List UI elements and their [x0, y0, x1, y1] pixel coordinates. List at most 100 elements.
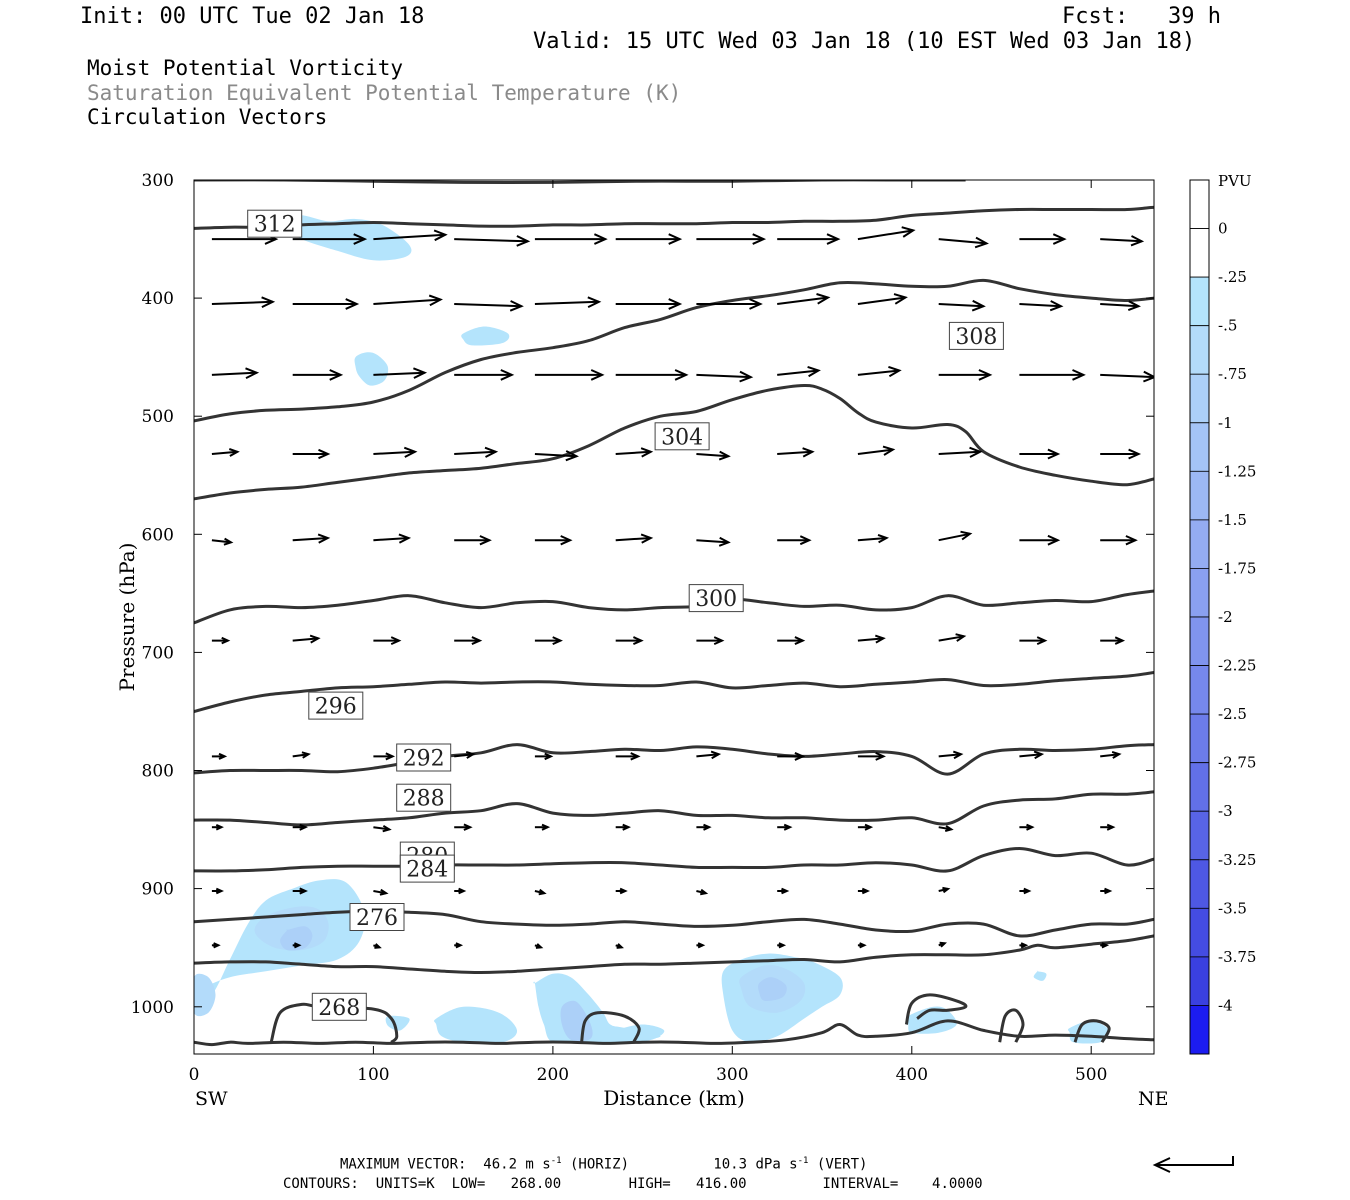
- vector-shaft: [292, 537, 328, 542]
- vector-shaft: [857, 537, 887, 542]
- vector-head: [379, 888, 389, 896]
- vector-head: [718, 536, 731, 547]
- y-tick-label: 1000: [131, 998, 174, 1018]
- colorbar-tick-label: -3.75: [1218, 948, 1256, 966]
- vector-head: [749, 298, 763, 310]
- vector-head: [245, 367, 260, 379]
- vector-head: [960, 530, 973, 541]
- colorbar-swatch: [1189, 859, 1210, 909]
- vector-shaft: [615, 450, 651, 455]
- contour-label-box: [396, 783, 452, 812]
- vector-shaft: [696, 373, 751, 379]
- vector-head: [455, 942, 464, 949]
- vector-shaft: [454, 450, 496, 455]
- contour-line-312: [194, 205, 1154, 230]
- vector-head: [1128, 448, 1142, 460]
- vector-head: [619, 887, 628, 895]
- vector-shaft: [454, 303, 522, 308]
- reference-vector-icon: [1152, 1156, 1234, 1173]
- vector-head: [433, 229, 448, 242]
- vector-head: [888, 365, 902, 378]
- vector-head: [317, 533, 331, 544]
- title-theta-es: Saturation Equivalent Potential Temperat…: [87, 81, 682, 105]
- vector-head: [309, 634, 321, 644]
- vector-head: [560, 535, 573, 546]
- vector-head: [471, 636, 483, 646]
- vector-head: [587, 296, 602, 308]
- vector-shaft: [373, 537, 409, 542]
- vector-head: [1072, 369, 1086, 381]
- vector-shaft: [292, 637, 319, 642]
- vector-shaft: [938, 753, 962, 758]
- contour-label-box: [311, 992, 367, 1021]
- circulation-vectors: [211, 226, 1154, 949]
- colorbar-tick-label: -.5: [1218, 317, 1237, 335]
- contour-line-288: [194, 790, 1154, 827]
- vector-shaft: [777, 450, 813, 455]
- vector-head: [630, 752, 641, 761]
- vector-shaft: [534, 300, 599, 305]
- vector-head: [875, 751, 886, 761]
- plot-frame: [193, 179, 1155, 1055]
- vector-head: [703, 823, 712, 831]
- colorbar-swatch: [1189, 373, 1210, 424]
- vector-head: [398, 533, 412, 544]
- vector-shaft: [373, 371, 425, 376]
- colorbar-swatch: [1189, 762, 1210, 812]
- vector-head: [971, 299, 986, 312]
- vector-head: [1127, 300, 1141, 312]
- title-mpv: Moist Potential Vorticity: [87, 56, 404, 80]
- mpv-region: [280, 926, 313, 951]
- contour-labels: 268276280284288292296300304308312: [247, 209, 1004, 1021]
- colorbar-swatch: [1189, 519, 1210, 569]
- vector-head: [1047, 534, 1061, 546]
- vector-head: [978, 369, 993, 381]
- colorbar-swatch: [1189, 956, 1210, 1006]
- vector-shaft: [373, 298, 441, 305]
- contour-info: CONTOURS: UNITS=K LOW= 268.00 HIGH= 416.…: [283, 1176, 983, 1192]
- x-tick-label: 500: [1075, 1065, 1107, 1085]
- y-tick-label: 800: [142, 762, 174, 782]
- vector-shaft: [938, 450, 981, 455]
- vector-head: [1047, 448, 1061, 460]
- vector-shaft: [373, 450, 416, 455]
- y-tick-label: 600: [142, 525, 174, 545]
- vector-shaft: [373, 826, 390, 831]
- colorbar-tick-label: -.75: [1218, 365, 1247, 383]
- colorbar-tick-label: 0: [1218, 220, 1228, 238]
- vector-shaft: [454, 753, 474, 758]
- vector-head: [413, 367, 428, 379]
- vector-head: [428, 294, 443, 307]
- colorbar-tick-label: -2.5: [1218, 705, 1247, 723]
- mpv-region: [285, 215, 412, 261]
- vector-head: [353, 233, 368, 245]
- mpv-region: [560, 1000, 593, 1042]
- vector-head: [710, 750, 722, 760]
- axes: 300 400 500 600 700 800 900 1000 0 100 200 300 400 50…: [115, 171, 1169, 1110]
- contour-label-box: [349, 903, 405, 931]
- vector-head: [1052, 233, 1067, 245]
- vector-head: [1023, 887, 1032, 895]
- vector-head: [640, 533, 654, 544]
- vector-head: [484, 446, 499, 458]
- vector-head: [674, 369, 689, 381]
- contour-line-292: [194, 743, 1154, 776]
- vector-shaft: [211, 539, 232, 544]
- contour-label: 296: [315, 695, 357, 720]
- y-tick-label: 900: [142, 880, 174, 900]
- low-level-contour: [580, 1011, 641, 1043]
- colorbar-tick-label: -3.5: [1218, 899, 1247, 917]
- vector-shaft: [857, 369, 900, 376]
- vector-head: [668, 233, 683, 245]
- colorbar-swatch: [1189, 1005, 1210, 1055]
- x-left-label: SW: [195, 1088, 228, 1110]
- mpv-region: [354, 352, 389, 386]
- vector-head: [223, 537, 234, 546]
- contour-label: 300: [695, 587, 737, 612]
- vector-head: [385, 752, 396, 761]
- vector-shaft: [1100, 753, 1120, 758]
- x-tick-label: 100: [357, 1065, 389, 1085]
- mpv-shading: [194, 215, 1110, 1044]
- vector-head: [700, 888, 709, 896]
- vector-shaft: [696, 453, 729, 458]
